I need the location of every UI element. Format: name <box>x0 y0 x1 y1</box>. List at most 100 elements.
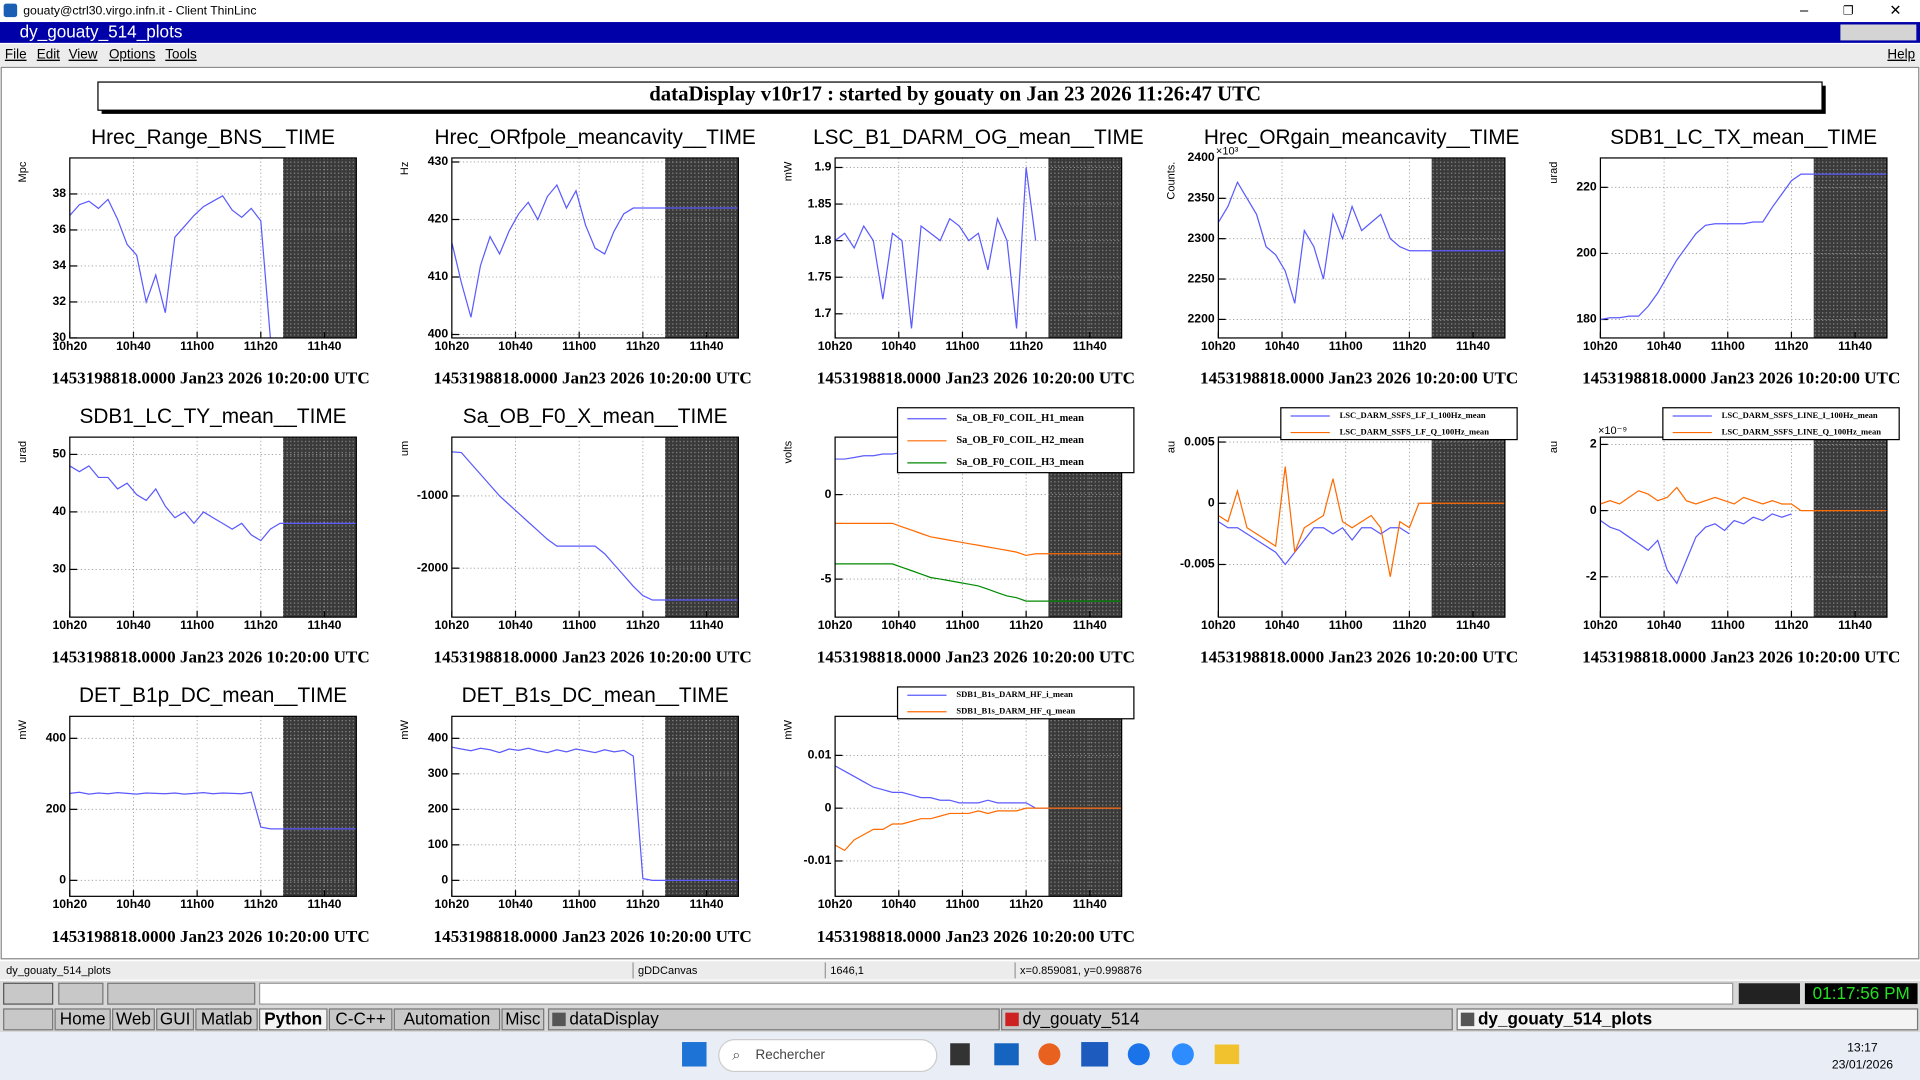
plot-border <box>451 157 739 339</box>
y-tick-label: 430 <box>428 154 449 168</box>
series-group <box>835 765 1122 852</box>
task-label[interactable]: Home <box>60 1009 106 1029</box>
start[interactable] <box>682 1042 707 1067</box>
x-tick-label: 11h40 <box>307 897 341 911</box>
app[interactable] <box>950 1043 970 1066</box>
task-label[interactable]: Misc <box>505 1009 541 1029</box>
status-text: x=0.859081, y=0.998876 <box>1020 965 1142 977</box>
y-tick-label: 200 <box>1576 246 1597 260</box>
series-group <box>69 791 357 830</box>
close[interactable]: ✕ <box>1889 3 1901 19</box>
window-label[interactable]: dy_gouaty_514 <box>1022 1009 1140 1029</box>
tool-button[interactable] <box>58 982 104 1005</box>
task-button[interactable] <box>112 1008 155 1031</box>
x-tick-label: 10h40 <box>116 339 151 353</box>
y-tick-label: 2200 <box>1187 312 1214 326</box>
y-axis-label: mW <box>782 161 794 181</box>
app[interactable] <box>1038 1043 1061 1066</box>
plot-title: DET_B1s_DC_mean__TIME <box>462 684 729 707</box>
x-tick-label: 11h20 <box>1392 618 1426 632</box>
task-button[interactable] <box>195 1008 258 1031</box>
plot-footer: 1453198818.0000 Jan23 2026 10:20:00 UTC <box>434 369 752 388</box>
y-tick-label: 30 <box>53 562 67 576</box>
series-line <box>69 791 357 830</box>
task-label[interactable]: Python <box>264 1009 322 1029</box>
app[interactable] <box>1214 1044 1240 1065</box>
app-controls[interactable] <box>1840 24 1917 41</box>
x-tick-label: 11h40 <box>307 339 341 353</box>
status-text: 1646,1 <box>830 965 864 977</box>
x-tick-label: 11h20 <box>1774 339 1808 353</box>
menu-item[interactable]: File <box>5 47 27 62</box>
minimize[interactable]: – <box>1800 3 1809 19</box>
y-tick-label: -0.01 <box>804 853 832 867</box>
plot-border <box>69 157 357 339</box>
x-tick-label: 11h20 <box>1009 618 1043 632</box>
app-title: dy_gouaty_514_plots <box>20 22 183 42</box>
y-tick-label: -2 <box>1586 569 1597 583</box>
app[interactable] <box>994 1043 1019 1066</box>
task-button[interactable] <box>501 1008 545 1031</box>
no-data-shade <box>1813 157 1887 338</box>
task-label[interactable]: Web <box>116 1009 151 1029</box>
task-button[interactable] <box>54 1008 111 1031</box>
x-tick-label: 11h00 <box>180 897 214 911</box>
x-tick-label: 10h20 <box>1583 339 1618 353</box>
plot-border <box>451 715 739 897</box>
y-tick-label: 400 <box>46 731 67 745</box>
y-tick-label: 400 <box>428 327 449 341</box>
series-line <box>1600 173 1887 321</box>
y-tick-label: 2250 <box>1187 271 1214 285</box>
x-tick-label: 10h20 <box>1583 618 1618 632</box>
desktop-button[interactable] <box>3 1008 54 1031</box>
task-label[interactable]: C-C++ <box>335 1009 385 1029</box>
window-label[interactable]: dy_gouaty_514_plots <box>1478 1009 1652 1029</box>
x-tick-label: 11h20 <box>1392 339 1426 353</box>
maximize[interactable]: ❐ <box>1843 3 1854 17</box>
series-line <box>835 807 1122 852</box>
task-button[interactable] <box>328 1008 393 1031</box>
task-button[interactable] <box>393 1008 501 1031</box>
window-label[interactable]: dataDisplay <box>569 1009 659 1029</box>
window-button[interactable] <box>1001 1008 1453 1031</box>
y-axis-label: Hz <box>399 162 411 175</box>
y-tick-label: 420 <box>428 212 449 226</box>
menu-item[interactable]: Tools <box>165 47 197 62</box>
app[interactable] <box>1171 1043 1194 1066</box>
series-group <box>1600 173 1887 321</box>
y-tick-label: 30 <box>53 330 67 344</box>
tool-icons[interactable] <box>107 982 256 1005</box>
window-button[interactable] <box>547 1008 1000 1031</box>
window-button[interactable] <box>1456 1008 1919 1031</box>
y-axis-label: Counts. <box>1166 162 1178 200</box>
x-tick-label: 11h40 <box>1456 618 1490 632</box>
y-tick-label: -5 <box>821 571 832 585</box>
menu-item[interactable]: View <box>69 47 98 62</box>
plot-footer: 1453198818.0000 Jan23 2026 10:20:00 UTC <box>817 648 1135 667</box>
launcher[interactable] <box>3 982 54 1005</box>
x-tick-label: 11h40 <box>690 339 724 353</box>
x-tick-label: 11h20 <box>1774 618 1808 632</box>
y-tick-label: 32 <box>53 294 67 308</box>
plot-footer: 1453198818.0000 Jan23 2026 10:20:00 UTC <box>51 648 369 667</box>
menu-help[interactable]: Help <box>1887 47 1915 62</box>
task-label[interactable]: Automation <box>404 1009 491 1029</box>
window-icon <box>1460 1012 1475 1027</box>
series-line <box>835 563 1122 602</box>
task-button[interactable] <box>258 1008 328 1031</box>
x-tick-label: 11h40 <box>690 618 724 632</box>
x-tick-label: 10h40 <box>498 339 533 353</box>
task-label[interactable]: GUI <box>160 1009 190 1029</box>
y-tick-label: 2300 <box>1187 231 1214 245</box>
legend-box <box>896 686 1135 720</box>
task-button[interactable] <box>156 1008 195 1031</box>
series-line <box>1218 521 1410 566</box>
menu-item[interactable]: Options <box>109 47 156 62</box>
app[interactable] <box>1127 1043 1150 1066</box>
task-label[interactable]: Matlab <box>201 1009 252 1029</box>
search-box[interactable] <box>718 1038 938 1073</box>
app[interactable] <box>1081 1042 1109 1067</box>
menu-item[interactable]: Edit <box>37 47 60 62</box>
x-tick-label: 11h40 <box>1073 339 1107 353</box>
